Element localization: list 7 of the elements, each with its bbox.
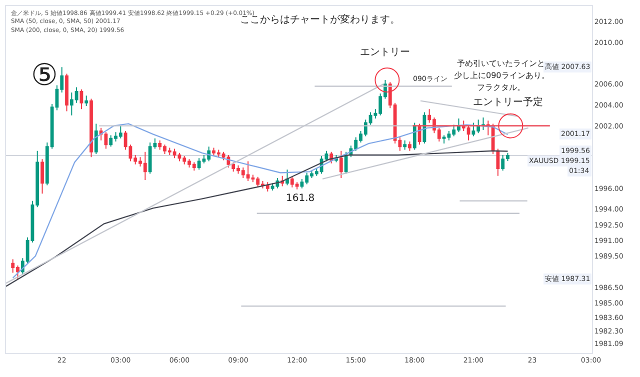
annotation: フラクタル。 <box>477 83 525 92</box>
annotation: エントリー予定 <box>473 96 543 108</box>
annotation: 少し上に090ラインあり。 <box>454 71 550 80</box>
annotation: 161.8 <box>286 193 315 204</box>
annotation: 予め引いていたラインと <box>457 59 545 68</box>
annotation: ⑤ <box>31 58 58 93</box>
annotation: エントリー <box>360 47 410 58</box>
